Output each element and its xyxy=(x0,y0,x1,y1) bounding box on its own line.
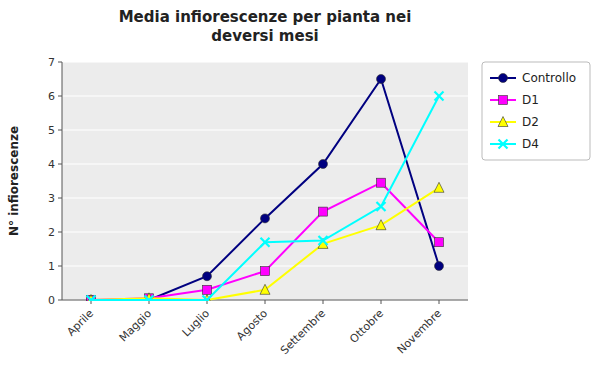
series xyxy=(87,75,444,302)
series-group xyxy=(86,75,444,302)
data-point xyxy=(203,272,212,281)
tick-label: Agosto xyxy=(234,307,270,343)
tick-mark xyxy=(58,62,62,63)
data-point xyxy=(377,178,386,187)
grid-line xyxy=(62,197,468,198)
legend-label: D2 xyxy=(522,115,539,129)
legend-label: D4 xyxy=(522,137,539,151)
tick-label: 6 xyxy=(48,90,55,103)
data-point xyxy=(261,267,270,276)
tick-mark xyxy=(265,300,266,304)
x-axis: Aprile Maggio Luglio AgostoSettembre Ottobre… xyxy=(64,300,444,357)
grid-line xyxy=(62,61,468,62)
tick-label: Ottobre xyxy=(347,307,386,346)
plot-area xyxy=(62,62,468,300)
tick-mark xyxy=(58,96,62,97)
tick-label: 4 xyxy=(48,158,55,171)
y-axis: 0 1 2 3 4 5 6 7 xyxy=(48,56,468,307)
series-line xyxy=(91,79,439,300)
data-point xyxy=(376,220,386,230)
data-point xyxy=(145,296,154,302)
tick-label: Maggio xyxy=(117,307,155,345)
data-point xyxy=(319,207,328,216)
tick-mark xyxy=(58,198,62,199)
legend-marker xyxy=(499,140,508,149)
tick-label: 2 xyxy=(48,226,55,239)
data-point xyxy=(260,284,270,294)
data-point xyxy=(87,296,96,302)
data-point xyxy=(435,262,444,271)
legend-marker xyxy=(499,74,508,83)
series-line xyxy=(91,183,439,300)
grid-line xyxy=(62,95,468,96)
legend-label: Controllo xyxy=(522,71,576,85)
data-point xyxy=(434,182,444,192)
grid-line xyxy=(62,129,468,130)
data-point xyxy=(203,285,212,294)
tick-mark xyxy=(323,300,324,304)
series xyxy=(86,182,444,301)
tick-mark xyxy=(58,266,62,267)
tick-mark xyxy=(58,232,62,233)
series xyxy=(87,92,444,302)
tick-label: 1 xyxy=(48,260,55,273)
series xyxy=(87,178,444,301)
tick-mark xyxy=(439,300,440,304)
tick-label: 3 xyxy=(48,192,55,205)
tick-mark xyxy=(58,130,62,131)
legend-box xyxy=(482,62,590,160)
data-point xyxy=(203,296,212,302)
data-point xyxy=(319,160,328,169)
data-point xyxy=(377,202,386,211)
tick-mark xyxy=(58,300,62,301)
tick-label: Settembre xyxy=(278,307,328,357)
legend: Controllo D1 D2 D4 xyxy=(482,62,590,160)
axis-line xyxy=(62,62,63,300)
data-point xyxy=(435,92,444,101)
series-line xyxy=(91,96,439,300)
grid-line xyxy=(62,231,468,232)
legend-marker xyxy=(499,96,508,105)
data-point xyxy=(377,75,386,84)
tick-label: 0 xyxy=(48,294,55,307)
data-point xyxy=(319,236,328,245)
data-point xyxy=(435,238,444,247)
tick-mark xyxy=(381,300,382,304)
chart: 0 1 2 3 4 5 6 7 Aprile Maggio Luglio AgostoSettembr… xyxy=(0,0,598,387)
tick-label: 5 xyxy=(48,124,55,137)
tick-label: Aprile xyxy=(64,307,96,339)
legend-marker xyxy=(498,117,508,127)
tick-label: Novembre xyxy=(395,307,445,357)
data-point xyxy=(261,214,270,223)
title: Media infiorescenze per pianta neidevers… xyxy=(119,8,412,45)
data-point xyxy=(261,238,270,247)
legend-label: D1 xyxy=(522,93,539,107)
tick-label: 7 xyxy=(48,56,55,69)
axis-label: N° infiorescenze xyxy=(7,126,21,236)
tick-label: Luglio xyxy=(180,307,213,340)
tick-mark xyxy=(58,164,62,165)
series-line xyxy=(91,188,439,300)
